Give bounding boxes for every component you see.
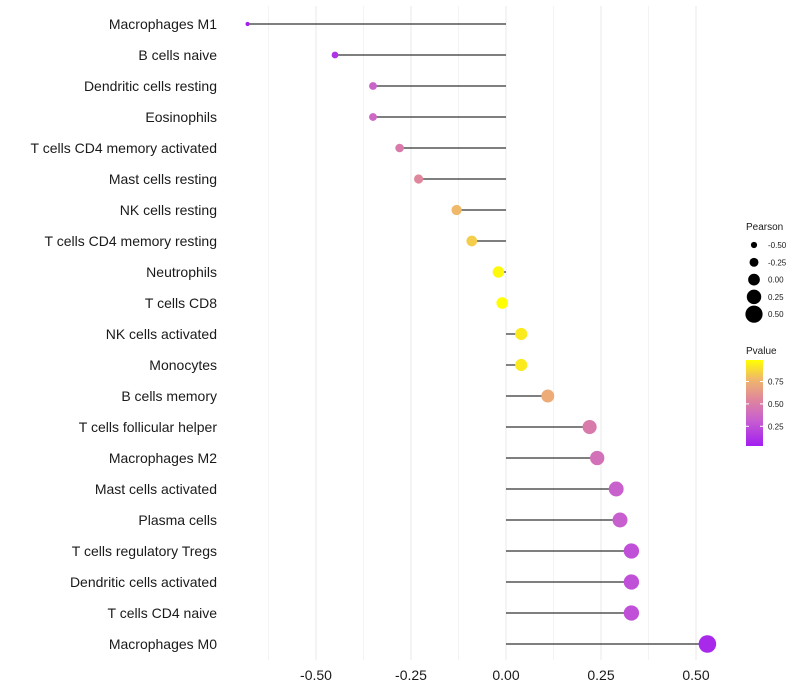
grid-lines (268, 6, 697, 660)
dot-t-cells-cd4-memory-activated (395, 143, 404, 153)
y-label-macrophages-m2: Macrophages M2 (109, 450, 217, 466)
dot-t-cells-regulatory-tregs (623, 543, 640, 559)
lollipop-dots (245, 21, 717, 653)
y-label-t-cells-cd4-memory-activated: T cells CD4 memory activated (31, 140, 217, 156)
legend-color-bar (746, 360, 763, 446)
dot-b-cells-memory (541, 389, 555, 403)
y-label-plasma-cells: Plasma cells (138, 512, 217, 528)
dot-nk-cells-activated (515, 327, 528, 341)
legend-size-dot (749, 257, 759, 267)
legend-size-label: -0.50 (768, 241, 787, 250)
y-label-t-cells-follicular-helper: T cells follicular helper (79, 419, 218, 435)
dot-macrophages-m2 (590, 450, 605, 466)
legend-color-label: 0.25 (768, 422, 784, 431)
dot-dendritic-cells-activated (623, 574, 640, 590)
y-label-macrophages-m1: Macrophages M1 (109, 16, 217, 32)
y-label-nk-cells-activated: NK cells activated (106, 326, 217, 342)
y-label-dendritic-cells-activated: Dendritic cells activated (70, 574, 217, 590)
y-label-t-cells-cd4-memory-resting: T cells CD4 memory resting (45, 233, 217, 249)
legend-size-dot (748, 273, 760, 286)
y-label-dendritic-cells-resting: Dendritic cells resting (84, 78, 217, 94)
dot-monocytes (515, 358, 528, 372)
dot-mast-cells-resting (414, 174, 424, 184)
y-label-mast-cells-resting: Mast cells resting (109, 171, 217, 187)
dot-plasma-cells (612, 512, 628, 528)
y-label-monocytes: Monocytes (149, 357, 217, 373)
x-tick-label: 0.25 (587, 667, 614, 683)
y-label-t-cells-regulatory-tregs: T cells regulatory Tregs (72, 543, 217, 559)
y-label-neutrophils: Neutrophils (146, 264, 217, 280)
dot-nk-cells-resting (451, 204, 462, 216)
x-axis-labels: -0.50 -0.25 0.00 0.25 0.50 (300, 667, 710, 683)
y-label-t-cells-cd4-naive: T cells CD4 naive (108, 605, 218, 621)
dot-b-cells-naive (331, 51, 339, 59)
y-label-macrophages-m0: Macrophages M0 (109, 636, 217, 652)
y-label-b-cells-memory: B cells memory (121, 388, 217, 404)
dot-macrophages-m1 (245, 21, 250, 27)
y-label-nk-cells-resting: NK cells resting (120, 202, 217, 218)
y-label-eosinophils: Eosinophils (145, 109, 217, 125)
x-tick-label: -0.25 (395, 667, 427, 683)
legend-color-title: Pvalue (746, 346, 777, 357)
legend-color-label: 0.50 (768, 400, 784, 409)
dot-macrophages-m0 (698, 635, 717, 653)
dot-t-cells-cd4-naive (623, 605, 640, 621)
dot-t-cells-cd8 (496, 297, 508, 309)
legend-size-label: -0.25 (768, 258, 787, 267)
dot-neutrophils (492, 266, 505, 278)
x-tick-label: 0.00 (492, 667, 519, 683)
legend-size-label: 0.00 (768, 276, 784, 285)
pvalue-color-legend: Pvalue 0.25 0.50 0.75 (746, 346, 784, 446)
pearson-size-legend: Pearson -0.50 -0.25 0.00 0.25 0.50 (745, 222, 787, 323)
legend-size-label: 0.50 (768, 310, 784, 319)
legend-size-dot (750, 241, 758, 249)
legend-size-dot (745, 305, 763, 323)
dot-mast-cells-activated (608, 481, 624, 497)
y-axis-labels: Macrophages M1 B cells naive Dendritic cel… (31, 16, 218, 652)
dot-t-cells-follicular-helper (582, 419, 597, 435)
dot-eosinophils (369, 113, 377, 121)
y-label-t-cells-cd8: T cells CD8 (145, 295, 217, 311)
x-tick-label: 0.50 (682, 667, 709, 683)
x-tick-label: -0.50 (300, 667, 332, 683)
legend-size-title: Pearson (746, 222, 783, 233)
legend-size-label: 0.25 (768, 293, 784, 302)
lollipop-stems (247, 23, 708, 645)
y-label-mast-cells-activated: Mast cells activated (95, 481, 217, 497)
dot-dendritic-cells-resting (369, 82, 377, 90)
dot-t-cells-cd4-memory-resting (466, 235, 478, 247)
legend-size-dot (746, 289, 762, 305)
legend-color-label: 0.75 (768, 378, 784, 387)
y-label-b-cells-naive: B cells naive (138, 47, 217, 63)
